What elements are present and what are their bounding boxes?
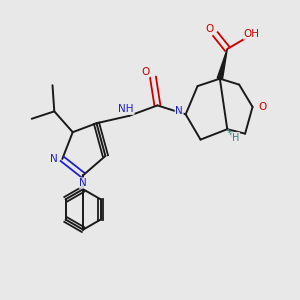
Text: N: N [50, 154, 58, 164]
Text: O: O [141, 67, 150, 77]
Text: O: O [258, 102, 266, 112]
Polygon shape [217, 49, 227, 79]
Text: NH: NH [118, 104, 134, 114]
Text: N: N [79, 178, 87, 188]
Text: H: H [232, 133, 239, 142]
Text: OH: OH [244, 29, 260, 39]
Text: N: N [175, 106, 183, 116]
Text: O: O [205, 24, 214, 34]
